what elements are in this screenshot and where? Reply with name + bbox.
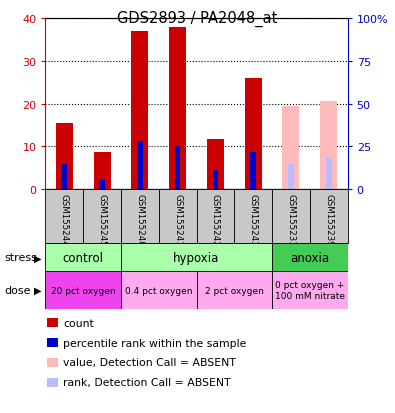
Text: dose: dose xyxy=(4,285,30,295)
Text: GSM155231: GSM155231 xyxy=(286,194,295,247)
Bar xyxy=(169,28,186,190)
Bar xyxy=(213,171,218,190)
Bar xyxy=(197,272,272,309)
Text: GSM155240: GSM155240 xyxy=(135,194,144,247)
Bar xyxy=(272,190,310,244)
Bar xyxy=(45,190,83,244)
Bar xyxy=(132,31,149,190)
Bar xyxy=(45,244,121,272)
Bar xyxy=(56,123,73,190)
Bar xyxy=(282,107,299,190)
Bar xyxy=(62,164,67,190)
Text: 20 pct oxygen: 20 pct oxygen xyxy=(51,286,115,295)
Bar xyxy=(250,152,256,190)
Text: GDS2893 / PA2048_at: GDS2893 / PA2048_at xyxy=(117,10,278,26)
Text: GSM155244: GSM155244 xyxy=(60,194,69,247)
Bar xyxy=(121,244,272,272)
Text: GSM155241: GSM155241 xyxy=(173,194,182,247)
Bar xyxy=(137,142,143,190)
Text: GSM155245: GSM155245 xyxy=(98,194,107,247)
Text: rank, Detection Call = ABSENT: rank, Detection Call = ABSENT xyxy=(63,377,231,387)
Bar xyxy=(121,272,197,309)
Bar xyxy=(326,158,331,190)
Bar xyxy=(94,152,111,190)
Text: hypoxia: hypoxia xyxy=(173,251,220,264)
Text: 0 pct oxygen +
100 mM nitrate: 0 pct oxygen + 100 mM nitrate xyxy=(275,281,345,300)
Text: 0.4 pct oxygen: 0.4 pct oxygen xyxy=(125,286,192,295)
Text: control: control xyxy=(63,251,104,264)
Bar xyxy=(83,190,121,244)
Bar xyxy=(45,272,121,309)
Text: GSM155239: GSM155239 xyxy=(324,194,333,246)
Bar xyxy=(99,180,105,190)
Text: GSM155243: GSM155243 xyxy=(249,194,258,247)
Bar xyxy=(272,272,348,309)
Text: percentile rank within the sample: percentile rank within the sample xyxy=(63,338,246,348)
Text: 2 pct oxygen: 2 pct oxygen xyxy=(205,286,264,295)
Text: value, Detection Call = ABSENT: value, Detection Call = ABSENT xyxy=(63,358,236,368)
Text: count: count xyxy=(63,318,94,328)
Bar xyxy=(207,140,224,190)
Text: GSM155242: GSM155242 xyxy=(211,194,220,247)
Bar xyxy=(245,78,261,190)
Bar xyxy=(175,146,181,190)
Text: anoxia: anoxia xyxy=(290,251,329,264)
Text: ▶: ▶ xyxy=(34,253,41,263)
Bar xyxy=(234,190,272,244)
Bar xyxy=(288,164,294,190)
Bar xyxy=(310,190,348,244)
Text: stress: stress xyxy=(4,253,37,263)
Bar xyxy=(121,190,159,244)
Bar xyxy=(320,102,337,190)
Bar xyxy=(272,244,348,272)
Text: ▶: ▶ xyxy=(34,285,41,295)
Bar xyxy=(197,190,234,244)
Bar xyxy=(159,190,197,244)
